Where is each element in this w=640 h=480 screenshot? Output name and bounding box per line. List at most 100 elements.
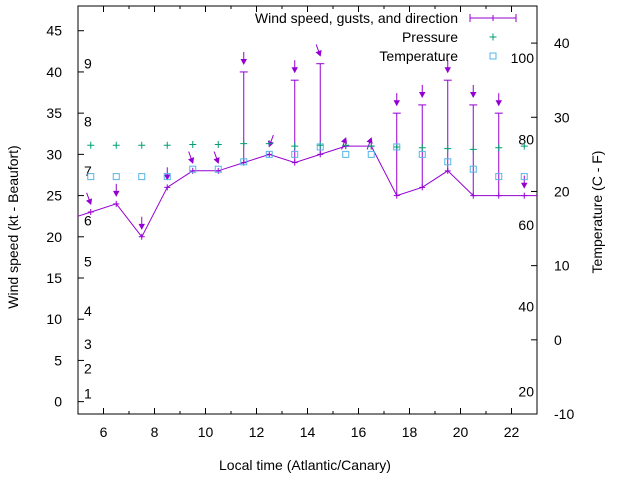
temperature-point (418, 150, 426, 158)
beaufort-label: 3 (84, 336, 92, 352)
plot-frame-layer (77, 5, 538, 415)
y2-tick-label: 30 (554, 109, 570, 125)
wind-point (87, 209, 94, 216)
wind-point (291, 159, 298, 166)
y-axis-label: Wind speed (kt - Beaufort) (5, 145, 21, 308)
y-tick-label: 40 (46, 64, 62, 80)
fahrenheit-label: 40 (518, 298, 534, 314)
wind-direction-head (393, 100, 400, 107)
wind-direction-head (138, 223, 145, 230)
pressure-point (265, 140, 273, 148)
x-tick-label: 18 (402, 424, 418, 440)
y2-tick-label: 10 (554, 258, 570, 274)
pressure-point (214, 140, 222, 148)
wind-direction-arrow (291, 60, 298, 74)
y-tick-label: 30 (46, 146, 62, 162)
pressure-point (291, 142, 299, 150)
temperature-point (367, 150, 375, 158)
fahrenheit-label: 80 (518, 132, 534, 148)
fahrenheit-label: 60 (518, 217, 534, 233)
wind-point (521, 192, 528, 199)
x-tick-label: 12 (249, 424, 265, 440)
pressure-point (316, 141, 324, 149)
pressure-point (138, 141, 146, 149)
x-tick-label: 22 (504, 424, 520, 440)
wind-direction-head (366, 137, 373, 144)
wind-direction-arrow (521, 175, 528, 189)
beaufort-label: 7 (84, 163, 92, 179)
legend-label-temperature: Temperature (379, 48, 458, 64)
temperature-point (112, 173, 120, 181)
legend-swatch-temperature (489, 52, 497, 60)
y-tick-label: 5 (54, 352, 62, 368)
pressure-point (393, 143, 401, 151)
y2-tick-label: -10 (554, 406, 574, 422)
pressure-point (342, 141, 350, 149)
pressure-point (87, 141, 95, 149)
y-tick-label: 10 (46, 311, 62, 327)
beaufort-label: 5 (84, 254, 92, 270)
x-tick-label: 6 (100, 424, 108, 440)
temperature-point (444, 158, 452, 166)
y2-tick-label: 0 (554, 332, 562, 348)
pressure-point (469, 145, 477, 153)
temperature-point (520, 173, 528, 181)
pressure-point (240, 140, 248, 148)
beaufort-label: 6 (84, 212, 92, 228)
wind-point (266, 151, 273, 158)
wind-direction-head (86, 198, 93, 206)
temperature-point (87, 173, 95, 181)
data-layer (77, 44, 537, 240)
y-tick-label: 25 (46, 188, 62, 204)
temperature-point (240, 158, 248, 166)
wind-direction-head (113, 190, 120, 197)
temperature-point (393, 143, 401, 151)
wind-direction-head (240, 59, 247, 65)
wind-direction-arrow (495, 93, 502, 107)
wind-point (138, 233, 145, 240)
pressure-point (418, 144, 426, 152)
x-tick-label: 14 (300, 424, 316, 440)
wind-point (317, 151, 324, 158)
wind-direction-head (315, 49, 322, 57)
temperature-point (495, 173, 503, 181)
wind-direction-arrow (188, 151, 195, 164)
wind-direction-arrow (86, 192, 93, 206)
fahrenheit-label: 100 (511, 50, 535, 66)
y-tick-label: 35 (46, 105, 62, 121)
wind-direction-head (495, 100, 502, 107)
pressure-point (520, 142, 528, 150)
wind-direction-head (419, 92, 426, 98)
wind-direction-arrow (470, 84, 477, 98)
pressure-point (495, 144, 503, 152)
x-axis-label: Local time (Atlantic/Canary) (219, 457, 391, 473)
wind-point (164, 184, 171, 191)
x-tick-label: 10 (198, 424, 214, 440)
y-tick-label: 45 (46, 23, 62, 39)
legend-label-pressure: Pressure (402, 29, 458, 45)
wind-direction-arrow (419, 84, 426, 98)
wind-direction-arrow (240, 51, 247, 65)
y-tick-label: 15 (46, 270, 62, 286)
plot-border (77, 5, 538, 415)
tick-layer: 6 8 10 12 14 16 18 20 22051015202530354045-10010… (46, 6, 574, 440)
wind-speed-line (77, 145, 537, 238)
pressure-point (163, 141, 171, 149)
temperature-point (163, 173, 171, 181)
fahrenheit-label: 20 (518, 384, 534, 400)
y-tick-label: 0 (54, 394, 62, 410)
wind-direction-arrow (366, 137, 373, 150)
beaufort-label: 8 (84, 113, 92, 129)
x-tick-label: 20 (453, 424, 469, 440)
wind-direction-head (213, 157, 220, 164)
wind-point (189, 167, 196, 174)
wind-direction-head (521, 182, 528, 189)
wind-point (419, 184, 426, 191)
pressure-point (189, 140, 197, 148)
wind-point (215, 167, 222, 174)
wind-direction-head (164, 174, 171, 181)
legend-swatch-pressure (489, 33, 497, 41)
wind-direction-arrow (113, 183, 120, 197)
wind-direction-head (470, 92, 477, 98)
